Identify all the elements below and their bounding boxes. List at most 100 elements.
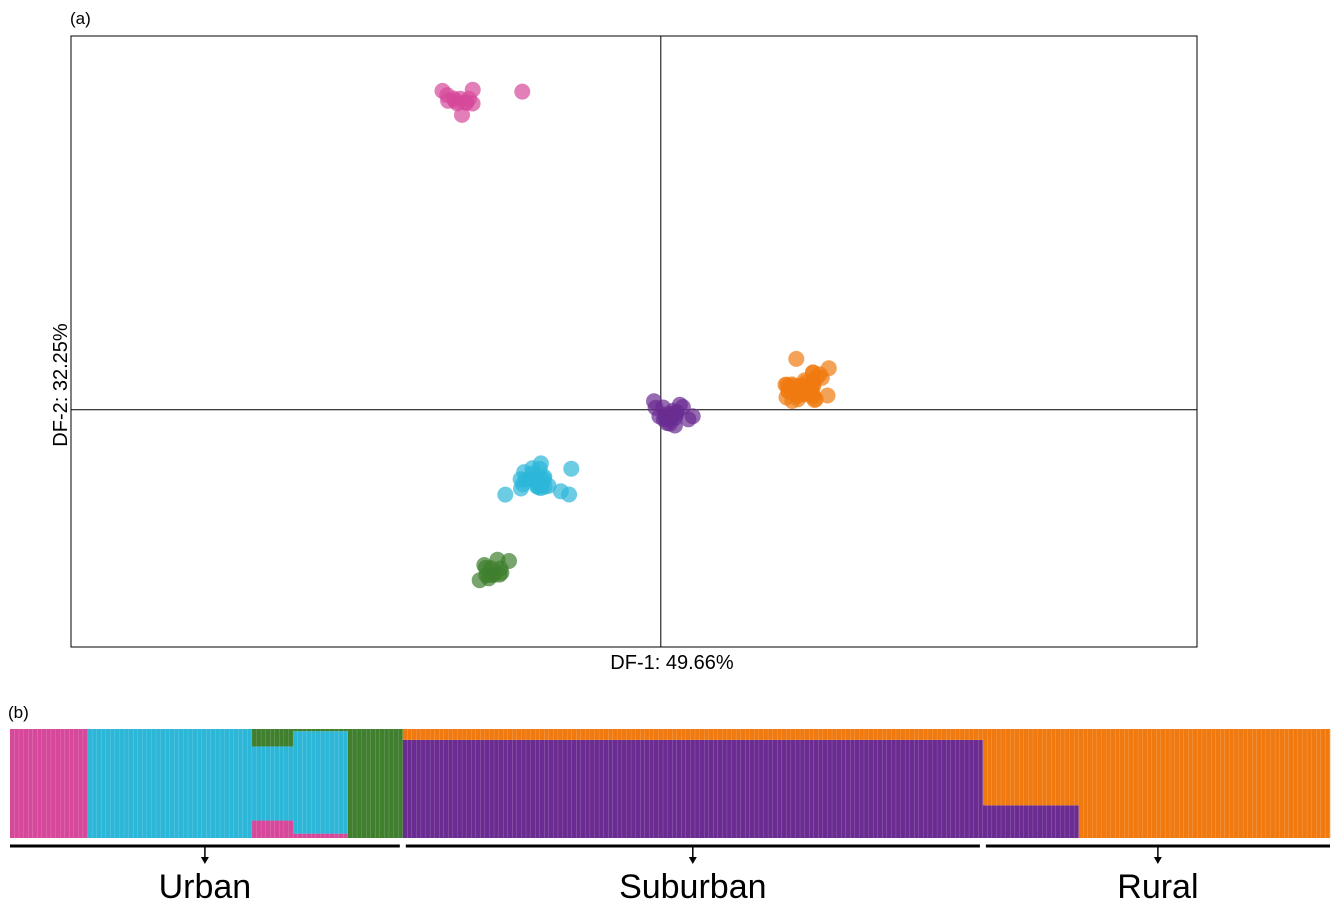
admixture-bar-purple	[663, 739, 669, 838]
admixture-bar-cyan	[119, 729, 125, 838]
admixture-bar-purple	[644, 739, 650, 838]
admixture-bar-orange	[763, 729, 769, 740]
admixture-bar-orange	[928, 729, 933, 740]
admixture-bar-orange	[631, 729, 637, 740]
admixture-bar-orange	[982, 729, 988, 806]
scatter-point-orange	[794, 386, 811, 402]
admixture-bar-magenta	[55, 729, 61, 838]
admixture-bar-purple	[544, 739, 550, 838]
scatter-point-green	[483, 566, 500, 583]
admixture-bar-orange	[731, 729, 737, 740]
admixture-bar-cyan	[165, 729, 171, 838]
admixture-bar-orange	[1188, 729, 1194, 838]
admixture-bar-cyan	[247, 729, 253, 838]
admixture-bar-orange	[1279, 729, 1285, 838]
admixture-bar-orange	[1014, 729, 1020, 806]
admixture-bar-orange	[937, 729, 943, 740]
admixture-bar-purple	[708, 739, 714, 838]
admixture-bar-green	[357, 729, 362, 838]
admixture-bar-orange	[1074, 729, 1080, 806]
admixture-bar-cyan	[325, 731, 331, 834]
admixture-bar-magenta	[73, 729, 79, 838]
admixture-bar-orange	[485, 729, 490, 740]
admixture-bar-orange	[1174, 729, 1180, 838]
admixture-bar-purple	[434, 739, 440, 838]
admixture-bar-purple	[772, 739, 778, 838]
admixture-bar-cyan	[320, 731, 326, 834]
admixture-bar-green	[288, 729, 294, 747]
admixture-bar-orange	[969, 729, 975, 740]
admixture-bar-orange	[740, 729, 746, 740]
admixture-bar-magenta	[64, 729, 70, 838]
admixture-bar-orange	[676, 729, 682, 740]
admixture-bar-orange	[654, 729, 659, 740]
admixture-bar-green	[274, 729, 280, 747]
admixture-bar-orange	[1234, 729, 1239, 838]
admixture-bar-orange	[1078, 729, 1084, 838]
scatter-point-purple	[674, 399, 691, 415]
admixture-bar-orange	[640, 729, 646, 740]
admixture-bar-orange	[462, 729, 468, 740]
admixture-bar-cyan	[302, 731, 308, 834]
admixture-bar-orange	[608, 729, 614, 740]
admixture-bar-purple	[453, 739, 458, 838]
admixture-bar-orange	[1211, 729, 1217, 838]
admixture-bar-green	[329, 729, 335, 732]
admixture-bar-purple	[658, 739, 664, 838]
admixture-bar-orange	[1284, 729, 1290, 838]
admixture-bar-orange	[475, 729, 481, 740]
admixture-bar-orange	[905, 729, 911, 740]
admixture-bar-orange	[1046, 729, 1052, 806]
admixture-bar-orange	[973, 729, 979, 740]
admixture-bar-orange	[868, 729, 874, 740]
admixture-bar-purple	[1060, 805, 1066, 838]
admixture-bar-orange	[749, 729, 755, 740]
admixture-bar-orange	[1115, 729, 1121, 838]
admixture-bar-magenta	[297, 833, 303, 838]
admixture-bar-purple	[526, 739, 531, 838]
admixture-bar-orange	[457, 729, 463, 740]
admixture-bar-cyan	[124, 729, 130, 838]
admixture-bar-green	[338, 729, 344, 732]
admixture-bar-purple	[800, 739, 806, 838]
panel-b-label: (b)	[8, 703, 29, 722]
scatter-point-orange	[780, 383, 797, 400]
admixture-bar-purple	[471, 739, 477, 838]
admixture-bar-purple	[804, 739, 810, 838]
admixture-bar-magenta	[288, 820, 294, 838]
admixture-bar-orange	[1087, 729, 1093, 838]
admixture-bar-cyan	[147, 729, 152, 838]
admixture-bar-magenta	[37, 729, 43, 838]
admixture-bar-purple	[987, 805, 993, 838]
admixture-bar-purple	[763, 739, 769, 838]
admixture-bar-purple	[891, 739, 897, 838]
admixture-bar-cyan	[156, 729, 162, 838]
admixture-bar-magenta	[316, 833, 321, 838]
admixture-bar-orange	[416, 729, 422, 740]
admixture-bar-purple	[448, 739, 454, 838]
admixture-bar-orange	[713, 729, 719, 740]
scatter-point-cyan	[530, 476, 547, 492]
admixture-bar-purple	[690, 739, 696, 838]
admixture-bar-orange	[503, 729, 509, 740]
admixture-bar-purple	[937, 739, 943, 838]
admixture-bar-purple	[854, 739, 860, 838]
admixture-bar-orange	[941, 729, 947, 740]
admixture-bar-magenta	[46, 729, 52, 838]
admixture-bar-orange	[1019, 729, 1025, 806]
admixture-bar-cyan	[334, 731, 340, 834]
admixture-bar-orange	[1138, 729, 1144, 838]
admixture-bar-orange	[1023, 729, 1029, 806]
admixture-bar-orange	[443, 729, 449, 740]
admixture-bar-green	[302, 729, 308, 732]
admixture-bar-orange	[717, 729, 723, 740]
admixture-bar-purple	[494, 739, 500, 838]
admixture-bar-purple	[672, 739, 678, 838]
y-axis-label: DF-2: 32.25%	[50, 323, 72, 447]
admixture-bar-orange	[1156, 729, 1162, 838]
admixture-bar-orange	[544, 729, 550, 740]
admixture-bar-purple	[521, 739, 527, 838]
admixture-bar-purple	[996, 805, 1002, 838]
admixture-bar-green	[325, 729, 331, 732]
admixture-bar-orange	[886, 729, 892, 740]
